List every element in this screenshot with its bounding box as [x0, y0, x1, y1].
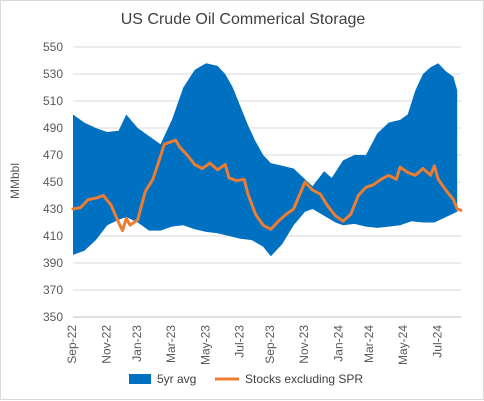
- x-tick-label: Jul-24: [430, 325, 444, 358]
- y-axis-ticks: 350 370 390 410 430 450 470 490 510 530 550: [43, 40, 63, 324]
- legend: 5yr avg Stocks excluding SPR: [129, 372, 363, 386]
- x-tick-label: Nov-23: [297, 325, 311, 364]
- y-tick-label: 470: [43, 148, 63, 162]
- y-tick-label: 530: [43, 67, 63, 81]
- x-tick-label: Sep-22: [65, 325, 79, 364]
- series-stocks-excluding-spr: [71, 138, 463, 233]
- y-tick-label: 390: [43, 256, 63, 270]
- x-tick-label: Jan-24: [331, 325, 345, 362]
- x-tick-label: Jan-23: [130, 325, 144, 362]
- x-tick-label: May-23: [198, 325, 212, 365]
- y-axis-label: MMbbl: [8, 163, 22, 199]
- band-5yr-avg: [73, 63, 458, 257]
- x-tick-label: Mar-23: [164, 325, 178, 363]
- y-tick-label: 510: [43, 94, 63, 108]
- x-tick-label: May-24: [396, 325, 410, 365]
- y-tick-label: 550: [43, 40, 63, 54]
- x-tick-label: Nov-22: [99, 325, 113, 364]
- chart-title: US Crude Oil Commerical Storage: [121, 11, 366, 28]
- legend-swatch-band: [129, 374, 151, 384]
- y-tick-label: 450: [43, 175, 63, 189]
- y-tick-label: 490: [43, 121, 63, 135]
- legend-label: Stocks excluding SPR: [245, 372, 363, 386]
- y-tick-label: 430: [43, 202, 63, 216]
- band-area: [73, 63, 458, 257]
- x-tick-label: Sep-23: [263, 325, 277, 364]
- y-tick-label: 410: [43, 229, 63, 243]
- y-tick-label: 370: [43, 283, 63, 297]
- y-tick-label: 350: [43, 310, 63, 324]
- x-tick-label: Mar-24: [362, 325, 376, 363]
- x-tick-label: Jul-23: [233, 325, 247, 358]
- legend-label: 5yr avg: [157, 372, 196, 386]
- x-axis-ticks: Sep-22 Nov-22 Jan-23 Mar-23 May-23 Jul-23 Sep-…: [65, 316, 461, 365]
- series-line: [71, 138, 463, 233]
